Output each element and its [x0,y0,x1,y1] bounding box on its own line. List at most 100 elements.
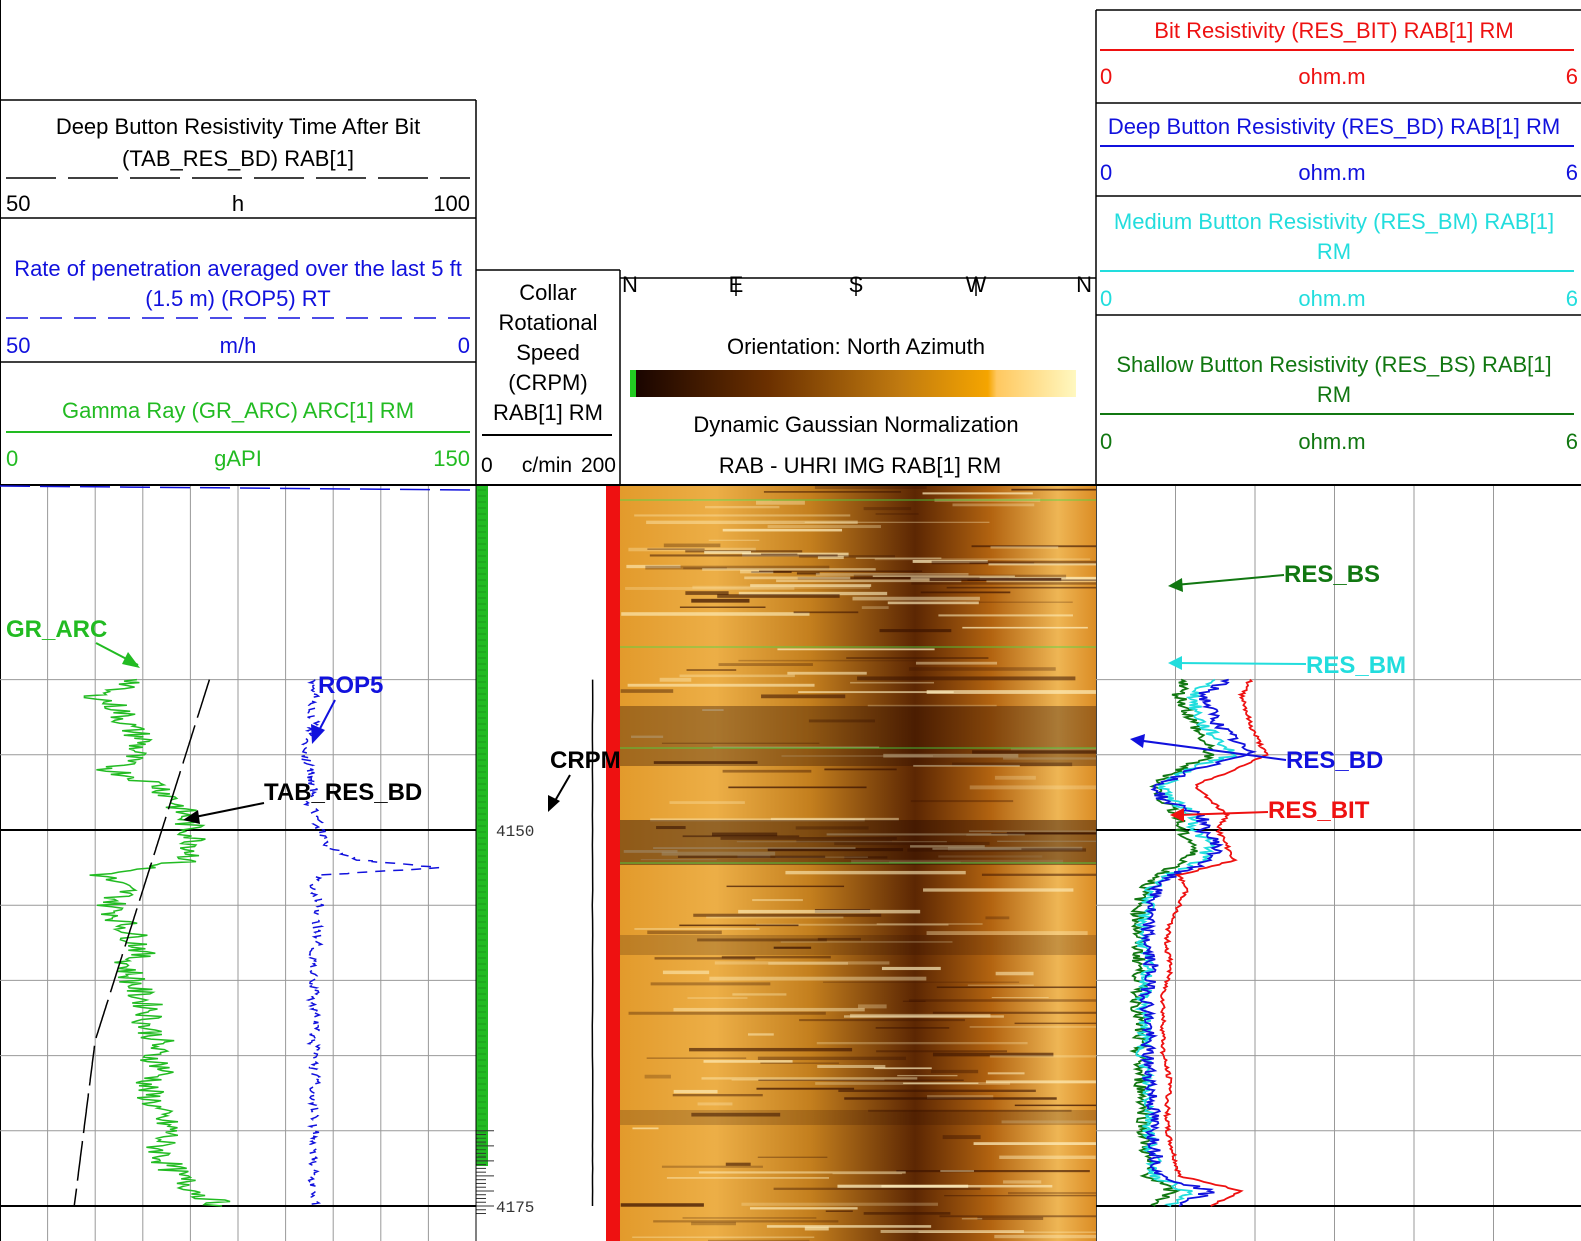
image-lamination [817,555,844,560]
tab-res-bd-max: 100 [433,191,470,216]
image-lamination [938,614,1073,617]
image-lamination [868,1109,1072,1112]
crpm-title-4: (CRPM) [508,370,587,395]
image-lamination [661,742,820,744]
image-lamination [777,648,935,651]
image-lamination [1010,747,1096,751]
image-lamination [757,1056,906,1061]
image-lamination [685,591,729,595]
image-lamination [971,545,1096,548]
res-bs-unit: ohm.m [1298,429,1365,454]
image-lamination [693,913,882,917]
image-lamination [738,591,888,596]
image-lamination [915,661,998,665]
image-lamination [986,580,1096,583]
image-lamination [666,1177,830,1179]
image-lamination [697,1102,733,1106]
image-lamination [721,955,831,959]
image-lamination [863,1212,951,1215]
rop5-title-1: Rate of penetration averaged over the la… [14,256,462,281]
image-lamination [656,826,686,830]
image-lamination [1011,488,1096,491]
image-lamination [620,1203,704,1207]
image-lamination [763,491,902,493]
compass-s: S [849,272,864,297]
image-lamination [824,768,897,771]
res-bm-min: 0 [1100,286,1112,311]
image-lamination [995,971,1034,976]
image-lamination [881,1184,1053,1188]
compass-n-right: N [1076,272,1092,297]
image-lamination [761,553,798,555]
image-dark-band [620,706,1096,766]
image-lamination [857,1004,887,1009]
crpm-title-1: Collar [519,280,576,305]
image-lamination [672,1093,763,1097]
image-lamination [631,735,664,738]
image-lamination [712,746,880,749]
image-lamination [798,555,895,558]
image-lamination [759,570,923,572]
rop5-max: 0 [458,333,470,358]
image-lamination [703,1060,793,1063]
crpm-min: 0 [481,454,493,477]
left-track-grid [0,486,476,1241]
image-lamination [923,888,1074,892]
image-lamination [879,629,952,633]
image-lamination [750,584,872,587]
res-bs-max: 6 [1566,429,1578,454]
depth-strip [475,485,494,1241]
image-lamination [826,833,1025,836]
image-lamination [796,840,892,843]
image-lamination [855,557,942,559]
image-lamination [758,1079,964,1081]
image-lamination [732,993,787,996]
rop5-min: 50 [6,333,30,358]
res-bd-unit: ohm.m [1298,160,1365,185]
gr-arc-title: Gamma Ray (GR_ARC) ARC[1] RM [62,398,414,423]
image-lamination [718,663,813,666]
image-lamination [796,572,820,575]
crpm-title-5: RAB[1] RM [493,400,603,425]
image-lamination [817,937,861,941]
borehole-image [620,486,1096,1241]
res-bm-annotation: RES_BM [1306,652,1406,679]
image-lamination [707,1239,810,1241]
tab-res-bd-arrow-head [183,810,200,824]
res-bit-title: Bit Resistivity (RES_BIT) RAB[1] RM [1154,18,1513,43]
image-lamination [903,1082,979,1084]
tab-res-bd-unit: h [232,191,244,216]
res-bit-annotation: RES_BIT [1268,797,1370,824]
image-lamination [816,1041,1028,1045]
image-lamination [922,492,1033,495]
res-bit-unit: ohm.m [1298,64,1365,89]
image-lamination [991,997,1049,999]
image-lamination [767,525,881,529]
res-bs-annotation: RES_BS [1284,561,1380,588]
image-lamination [897,1074,958,1077]
image-lamination [918,1231,1096,1233]
image-lamination [698,1171,906,1174]
image-lamination [875,513,919,515]
res-bd-min: 0 [1100,160,1112,185]
res-bit-max: 6 [1566,64,1578,89]
image-dark-band [620,1110,1096,1125]
image-lamination [798,691,954,694]
image-lamination [994,775,1036,780]
image-lamination [686,669,737,671]
image-lamination [823,981,1020,983]
image-lamination [825,1210,853,1212]
image-lamination [920,591,1011,594]
image-lamination [632,1127,659,1130]
image-lamination [623,850,678,853]
image-lamination [720,836,897,840]
image-lamination [889,861,961,864]
image-lamination [722,769,812,773]
image-lamination [682,835,800,838]
depth-label-4175: 4175 [496,1199,534,1217]
image-lamination [857,676,1076,681]
tab-res-bd-annotation: TAB_RES_BD [264,779,422,806]
resistivity-track-grid [1096,486,1581,1241]
crpm-header: Collar Rotational Speed (CRPM) RAB[1] RM… [476,269,621,485]
res-bd-annotation: RES_BD [1286,747,1383,774]
